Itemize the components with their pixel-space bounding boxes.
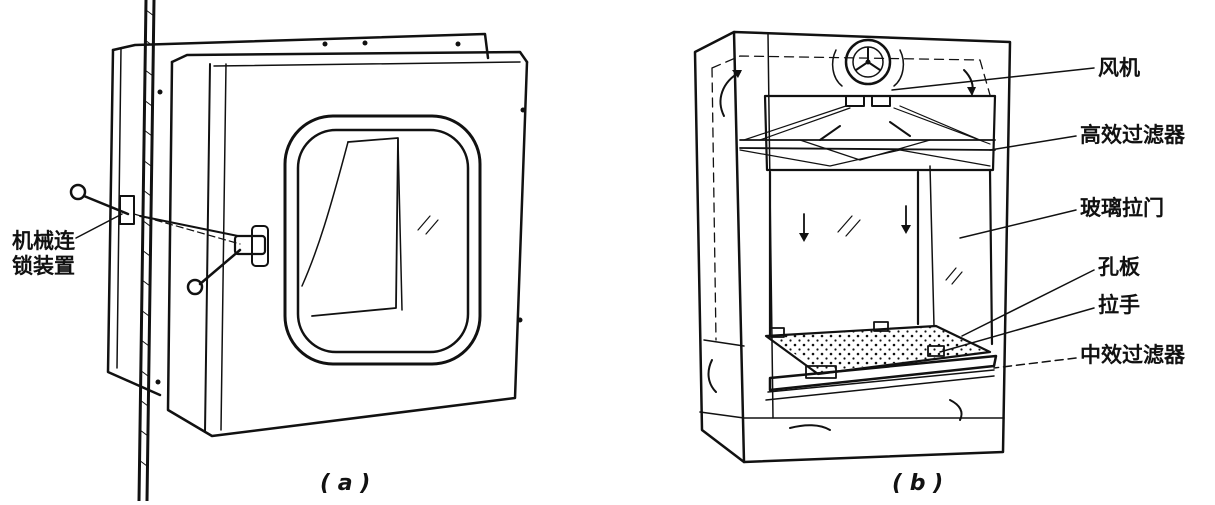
- label-handle: 拉手: [1098, 293, 1140, 317]
- figure-b: 风机 高效过滤器 玻璃拉门 孔板 拉手 中效过滤器 ( b ): [693, 30, 1186, 496]
- fan: [831, 38, 905, 107]
- label-mechanical-interlock-1: 机械连: [12, 229, 76, 253]
- label-glass-sliding-door: 玻璃拉门: [1080, 196, 1164, 220]
- leader-glass-door: [959, 209, 1077, 239]
- medium-filter: [765, 354, 998, 401]
- leader-orifice: [961, 269, 1095, 337]
- label-hepa-filter: 高效过滤器: [1080, 123, 1186, 147]
- label-fan: 风机: [1098, 56, 1140, 80]
- glass-sliding-door: [768, 165, 994, 346]
- inner-frame-dashed: [711, 55, 991, 341]
- hepa-filter: [739, 94, 997, 172]
- front-box: [166, 50, 529, 438]
- wall: [137, 0, 156, 503]
- caption-a: ( a ): [320, 471, 370, 496]
- leader-handle: [939, 307, 1095, 353]
- figure-a: 机械连 锁装置 ( a ): [12, 0, 529, 503]
- leader-medium-filter: [993, 357, 1077, 369]
- cabinet-outline: [693, 30, 1012, 464]
- label-mechanical-interlock-2: 锁装置: [12, 254, 75, 278]
- labels-b: 风机 高效过滤器 玻璃拉门 孔板 拉手 中效过滤器: [891, 56, 1186, 369]
- window-frame: [283, 114, 482, 366]
- caption-b: ( b ): [892, 471, 943, 496]
- leader-fan: [891, 67, 1095, 91]
- leader-interlock: [75, 213, 123, 239]
- leader-hepa: [989, 135, 1077, 151]
- label-orifice-plate: 孔板: [1098, 255, 1141, 279]
- airflow-arrows: [707, 69, 976, 431]
- mechanical-interlock: [69, 183, 269, 296]
- label-medium-filter: 中效过滤器: [1080, 343, 1186, 367]
